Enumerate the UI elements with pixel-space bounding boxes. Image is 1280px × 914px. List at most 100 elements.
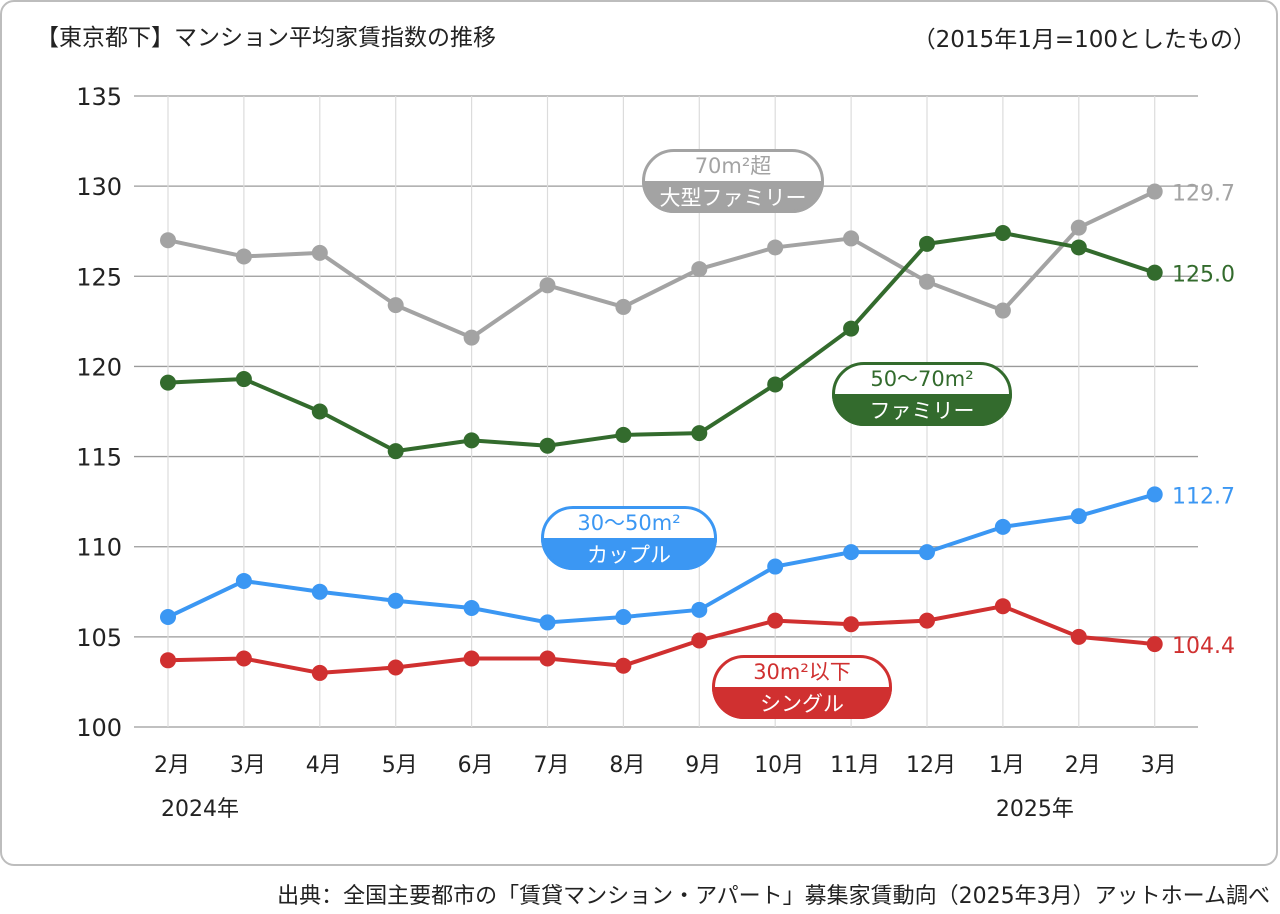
data-point-couple bbox=[160, 609, 176, 626]
data-point-family bbox=[843, 320, 860, 337]
data-point-large_family bbox=[691, 261, 708, 278]
end-value-label-single: 104.4 bbox=[1172, 634, 1235, 659]
data-point-large_family bbox=[539, 277, 556, 294]
series-line-couple bbox=[166, 492, 1157, 625]
series-line-single bbox=[166, 604, 1157, 675]
x-tick-label: 6月 bbox=[458, 753, 494, 778]
data-point-single bbox=[615, 657, 632, 674]
source-note: 出典：全国主要都市の「賃貸マンション・アパート」募集家賃動向（2025年3月）ア… bbox=[277, 884, 1270, 909]
x-tick-label: 4月 bbox=[306, 753, 342, 778]
label-size-text: 50〜70m² bbox=[870, 367, 973, 391]
data-point-single bbox=[843, 616, 860, 633]
data-point-large_family bbox=[767, 239, 784, 256]
data-point-family bbox=[539, 437, 556, 454]
label-pill-bottom bbox=[712, 687, 892, 719]
data-point-couple bbox=[387, 592, 404, 609]
data-point-family bbox=[311, 403, 328, 420]
label-type-text: シングル bbox=[760, 692, 844, 716]
data-point-large_family bbox=[463, 329, 480, 346]
end-value-label-family: 125.0 bbox=[1172, 263, 1235, 288]
label-pill-border bbox=[541, 506, 717, 570]
data-point-single bbox=[160, 652, 176, 669]
line-chart: 100 105 110 115 120 125 130 135 2月 3月 4月 5月 6月 7月 8月 9… bbox=[76, 83, 1235, 822]
y-tick-label: 105 bbox=[76, 624, 122, 652]
data-point-large_family bbox=[994, 302, 1011, 319]
base-note: （2015年1月=100としたもの） bbox=[912, 27, 1256, 53]
data-point-large_family bbox=[311, 244, 328, 261]
data-point-single bbox=[387, 659, 404, 676]
x-tick-label: 7月 bbox=[534, 753, 570, 778]
label-type-text: ファミリー bbox=[870, 399, 975, 423]
label-size-text: 30〜50m² bbox=[577, 511, 680, 535]
data-point-large_family bbox=[235, 248, 252, 265]
series-line-large_family bbox=[166, 189, 1157, 340]
data-point-family bbox=[1146, 264, 1163, 281]
data-point-couple bbox=[1070, 508, 1087, 525]
data-point-couple bbox=[539, 614, 556, 631]
x-tick-label: 10月 bbox=[754, 753, 804, 778]
x-tick-label: 12月 bbox=[906, 753, 956, 778]
label-type-text: カップル bbox=[587, 543, 671, 567]
label-pill-bottom bbox=[541, 538, 717, 570]
data-point-couple bbox=[994, 518, 1011, 535]
label-pill-border bbox=[832, 362, 1012, 426]
data-point-single bbox=[1146, 636, 1163, 653]
data-point-single bbox=[919, 612, 935, 629]
data-point-single bbox=[994, 598, 1011, 615]
data-point-large_family bbox=[843, 230, 860, 247]
x-tick-label: 9月 bbox=[685, 753, 721, 778]
series-label-family: 50〜70m² ファミリー bbox=[832, 362, 1012, 426]
data-point-family bbox=[691, 425, 708, 442]
x-axis-ticks: 2月 3月 4月 5月 6月 7月 8月 9月 10月 11月 12月 1月 2月 3月 2024年 2025… bbox=[154, 753, 1177, 822]
data-point-family bbox=[160, 374, 176, 391]
y-tick-label: 100 bbox=[76, 714, 122, 742]
data-point-couple bbox=[463, 600, 480, 617]
data-point-single bbox=[235, 650, 252, 667]
data-point-single bbox=[691, 632, 708, 649]
data-point-large_family bbox=[387, 297, 404, 314]
data-point-couple bbox=[767, 558, 784, 575]
year-label: 2024年 bbox=[161, 797, 239, 822]
y-axis-ticks: 100 105 110 115 120 125 130 135 bbox=[76, 83, 122, 742]
data-point-family bbox=[1070, 239, 1087, 256]
data-point-large_family bbox=[1070, 219, 1087, 236]
data-point-family bbox=[387, 443, 404, 460]
data-point-single bbox=[1070, 628, 1087, 645]
y-tick-label: 115 bbox=[76, 444, 122, 472]
x-tick-label: 11月 bbox=[830, 753, 880, 778]
chart-title: 【東京都下】マンション平均家賃指数の推移 bbox=[36, 25, 496, 51]
label-type-text: 大型ファミリー bbox=[660, 186, 807, 210]
label-pill-bottom bbox=[832, 394, 1012, 426]
x-tick-label: 5月 bbox=[382, 753, 418, 778]
label-size-text: 30m²以下 bbox=[753, 660, 851, 684]
data-point-single bbox=[539, 650, 556, 667]
data-point-couple bbox=[691, 601, 708, 618]
data-point-family bbox=[463, 432, 480, 449]
series-label-couple: 30〜50m² カップル bbox=[541, 506, 717, 570]
x-tick-label: 3月 bbox=[230, 753, 266, 778]
data-point-couple bbox=[235, 572, 252, 589]
data-point-couple bbox=[919, 544, 935, 561]
data-point-large_family bbox=[919, 273, 935, 290]
data-point-large_family bbox=[615, 298, 632, 315]
data-point-single bbox=[767, 612, 784, 629]
data-point-large_family bbox=[1146, 183, 1163, 200]
y-tick-label: 130 bbox=[76, 173, 122, 201]
data-point-family bbox=[919, 235, 935, 252]
label-size-text: 70m²超 bbox=[695, 154, 772, 178]
label-pill-border bbox=[712, 655, 892, 719]
end-value-label-large_family: 129.7 bbox=[1172, 182, 1235, 207]
x-tick-label: 1月 bbox=[989, 753, 1025, 778]
series-group: 129.7 125.0 112.7 104.4 bbox=[160, 182, 1235, 681]
data-point-couple bbox=[1146, 486, 1163, 503]
x-tick-label: 2月 bbox=[154, 753, 190, 778]
data-point-couple bbox=[615, 609, 632, 626]
data-point-family bbox=[235, 371, 252, 388]
y-tick-label: 110 bbox=[76, 534, 122, 562]
year-label: 2025年 bbox=[996, 797, 1074, 822]
x-tick-label: 3月 bbox=[1141, 753, 1177, 778]
data-point-family bbox=[615, 426, 632, 443]
data-point-single bbox=[311, 664, 328, 681]
